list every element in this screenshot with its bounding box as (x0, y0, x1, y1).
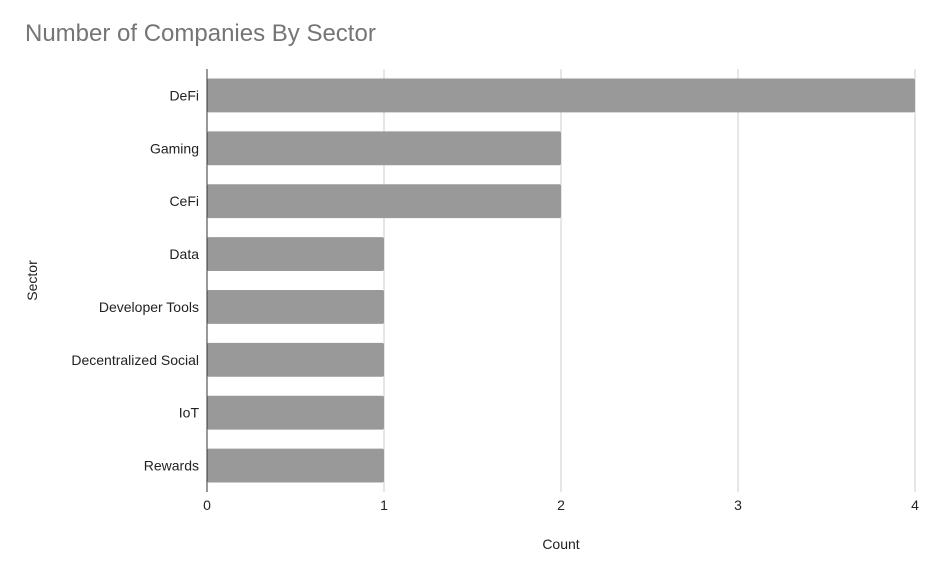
bar (207, 237, 384, 271)
bars (207, 78, 915, 483)
bar (207, 448, 384, 483)
bar (207, 342, 384, 377)
y-axis-title: Sector (24, 260, 40, 301)
y-tick-label: Developer Tools (99, 299, 199, 315)
bar (207, 290, 384, 324)
x-tick-label: 3 (734, 497, 742, 513)
x-tick-label: 2 (557, 497, 565, 513)
bar (207, 395, 384, 430)
y-tick-labels: DeFi Gaming CeFi Data Developer Tools Decentr… (71, 87, 199, 473)
x-tick-label: 4 (911, 497, 919, 513)
y-tick-label: Gaming (150, 140, 199, 156)
y-tick-label: DeFi (169, 87, 199, 103)
x-tick-label: 0 (203, 497, 211, 513)
y-tick-label: IoT (179, 405, 200, 421)
x-tick-label: 1 (380, 497, 388, 513)
y-tick-label: Data (169, 246, 199, 262)
x-tick-labels: 0 1 2 3 4 (203, 497, 919, 513)
y-tick-label: CeFi (169, 193, 199, 209)
y-tick-label: Rewards (144, 458, 199, 474)
bar (207, 184, 561, 219)
chart-title: Number of Companies By Sector (25, 20, 376, 47)
bar (207, 131, 561, 166)
y-tick-label: Decentralized Social (71, 352, 199, 368)
bar (207, 78, 915, 113)
x-axis-title: Count (542, 536, 579, 552)
